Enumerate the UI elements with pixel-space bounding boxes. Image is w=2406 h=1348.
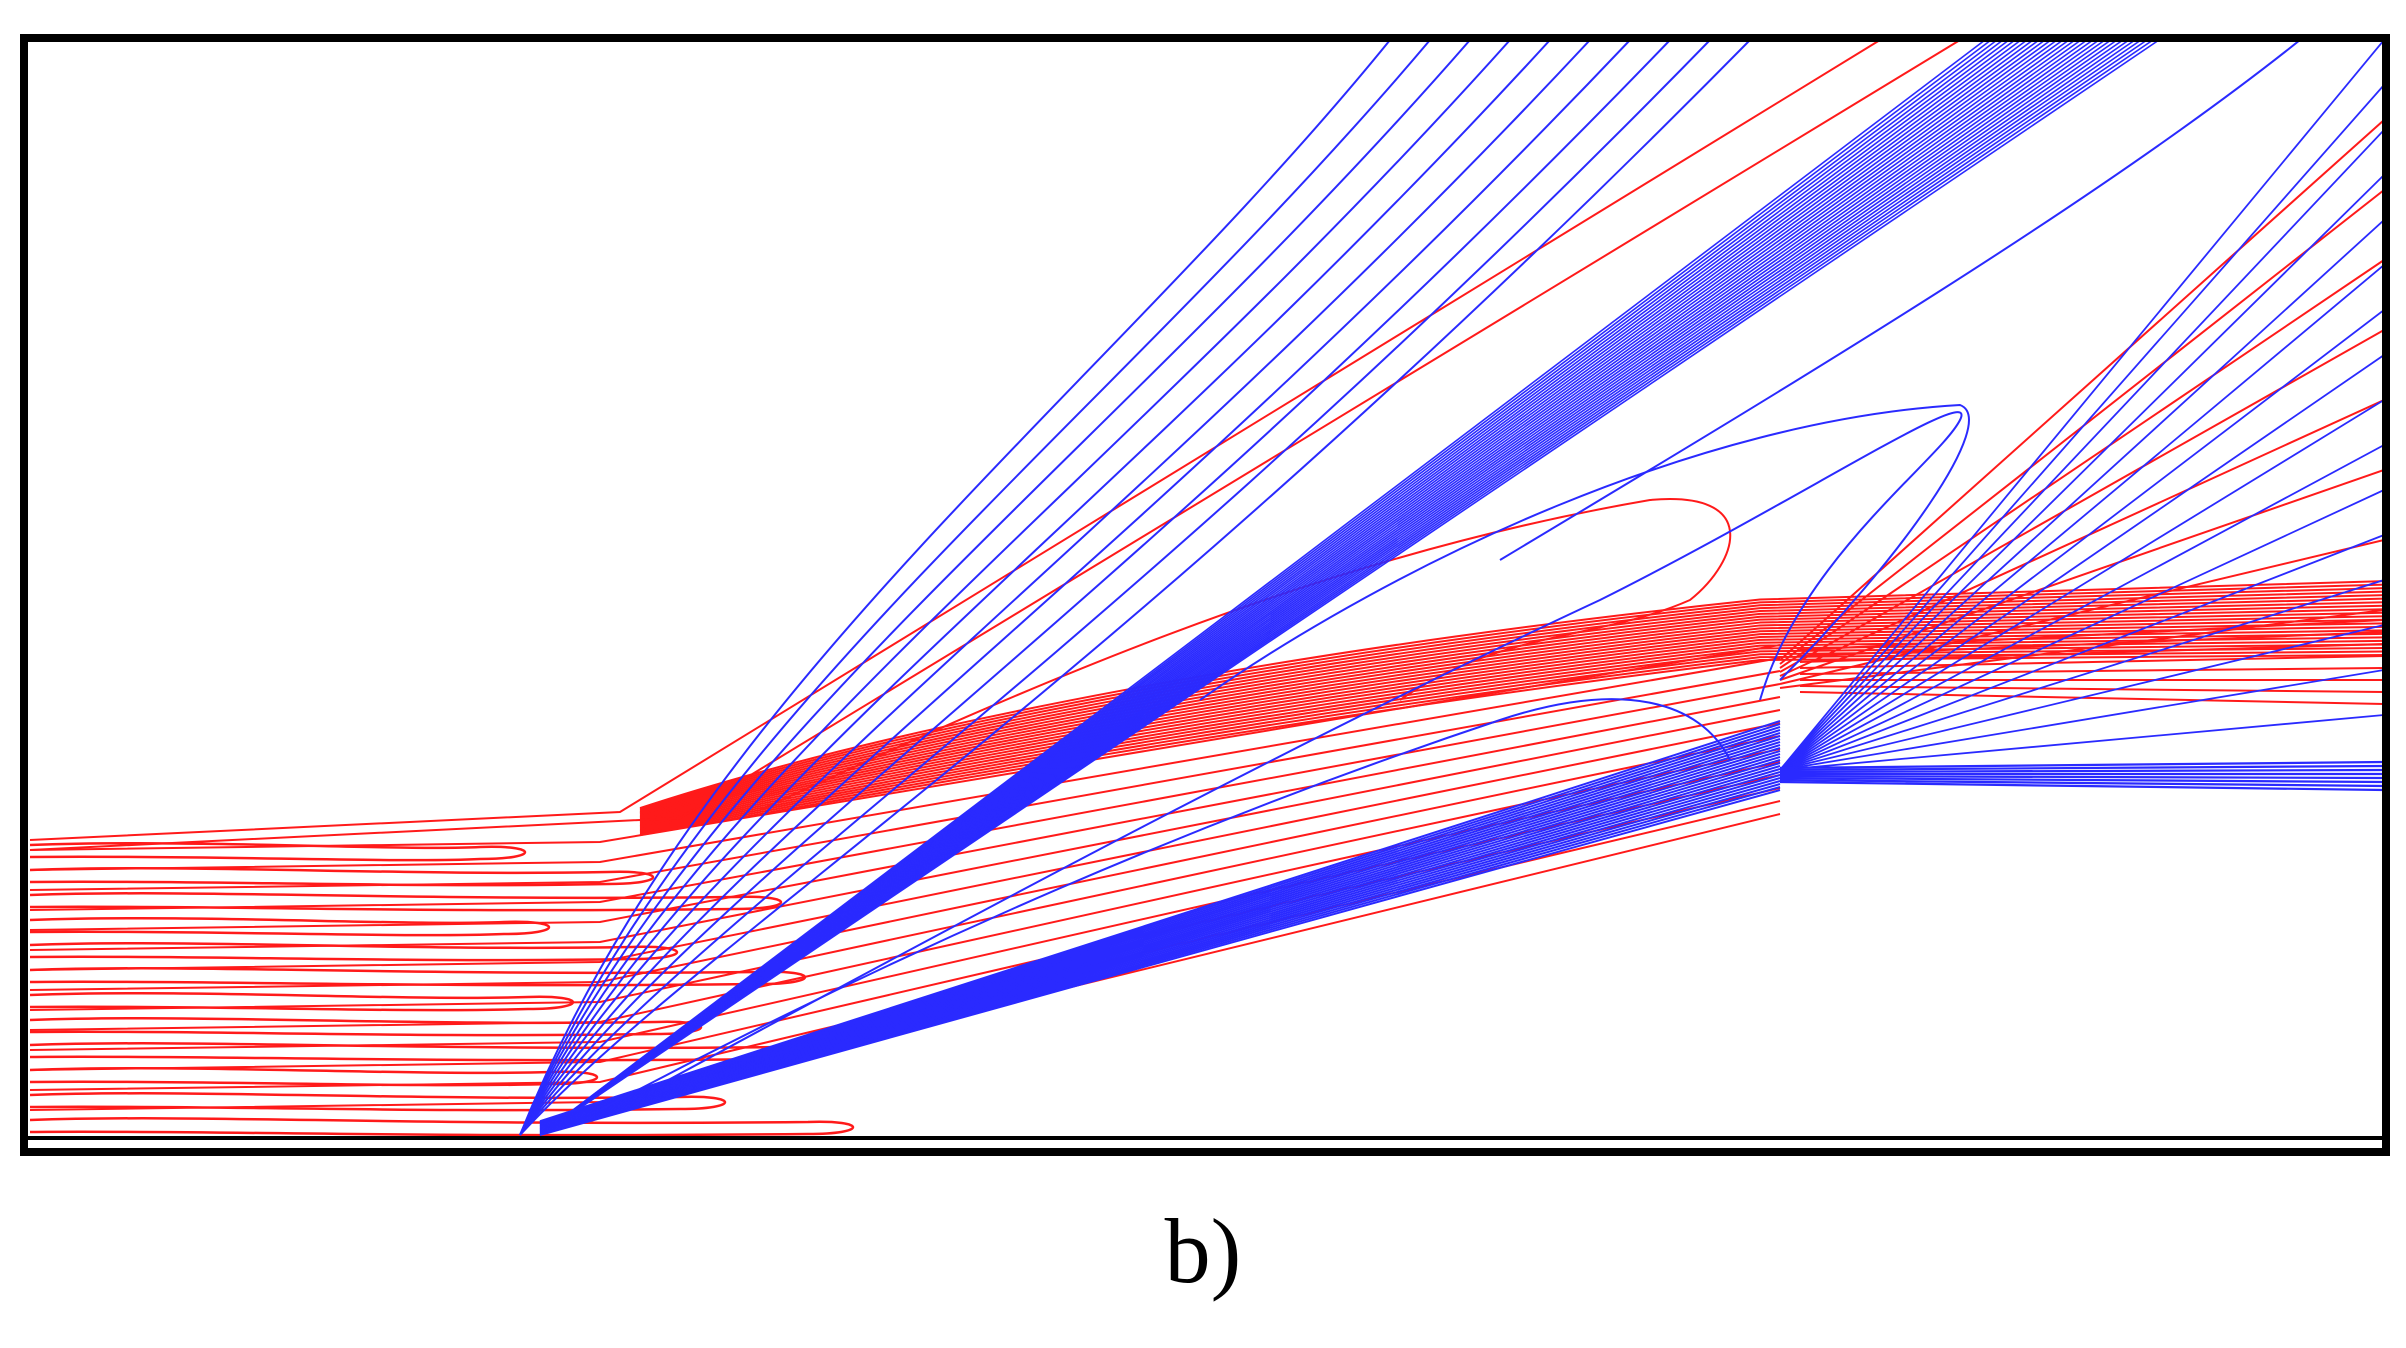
panel-label: b) bbox=[1164, 1200, 1242, 1302]
blue-contour-fan bbox=[519, 40, 1711, 1136]
red-contour-band bbox=[639, 632, 2384, 829]
blue-contour-reflected bbox=[1779, 534, 2384, 771]
blue-contour-reflected bbox=[1779, 624, 2384, 771]
blue-contour-reflected bbox=[1779, 579, 2384, 771]
red-contour-outer bbox=[29, 40, 1881, 841]
blue-contour-reflected bbox=[1779, 399, 2384, 771]
blue-contour-reflected bbox=[1779, 309, 2384, 771]
red-contour-lines bbox=[29, 40, 2384, 1137]
blue-contour-fan bbox=[519, 40, 1551, 1136]
red-contour-inflow bbox=[29, 1117, 855, 1137]
red-contour-outer bbox=[29, 40, 1961, 851]
blue-contour-downstream bbox=[1779, 764, 2384, 772]
red-contour-inflow bbox=[29, 917, 551, 937]
red-contour-line bbox=[29, 722, 1781, 971]
red-contour-inflow bbox=[29, 867, 655, 887]
blue-contour-reflected bbox=[1779, 174, 2384, 771]
blue-contour-downstream bbox=[1779, 760, 2384, 770]
blue-contour-reflected bbox=[1779, 354, 2384, 771]
blue-contour-reflected bbox=[1779, 489, 2384, 771]
red-contour-fan bbox=[1779, 609, 2384, 689]
red-contour-band bbox=[639, 636, 2384, 830]
red-contour-inflow bbox=[29, 842, 527, 862]
red-contour-downstream bbox=[1799, 655, 2384, 669]
red-contour-downstream bbox=[1799, 691, 2384, 705]
blue-contour-downstream bbox=[1779, 778, 2384, 788]
red-contour-inflow bbox=[29, 992, 575, 1012]
red-contour-bubble bbox=[759, 498, 1732, 811]
blue-contour-reflected bbox=[1779, 84, 2384, 771]
plot-frame bbox=[20, 34, 2390, 1156]
blue-contour-shock bbox=[539, 40, 2160, 1136]
red-contour-line bbox=[29, 683, 1781, 911]
red-contour-line bbox=[29, 657, 1781, 871]
red-contour-inflow bbox=[29, 892, 783, 912]
blue-contour-fan bbox=[519, 40, 1471, 1136]
red-contour-line bbox=[29, 670, 1781, 891]
blue-contour-wall bbox=[539, 720, 1781, 1123]
blue-contour-downstream bbox=[1779, 774, 2384, 780]
blue-contour-fan bbox=[519, 40, 1511, 1136]
blue-contour-reflected bbox=[1779, 714, 2384, 771]
red-contour-fan bbox=[1779, 259, 2384, 669]
blue-contour-downstream bbox=[1779, 780, 2384, 792]
blue-contour-downstream bbox=[1779, 776, 2384, 784]
red-contour-band bbox=[639, 646, 2384, 834]
red-contour-inflow bbox=[29, 942, 679, 962]
blue-contour-loop bbox=[1199, 403, 1970, 701]
blue-contour-reflected bbox=[1779, 264, 2384, 771]
blue-contour-reflected bbox=[1779, 669, 2384, 771]
red-contour-line bbox=[29, 748, 1781, 1011]
red-contour-fan bbox=[1779, 469, 2384, 681]
blue-contour-reflected bbox=[1779, 40, 2384, 771]
blue-contour-reflected bbox=[1779, 129, 2384, 771]
red-contour-inflow bbox=[29, 1092, 727, 1112]
red-contour-band bbox=[639, 654, 2384, 836]
blue-contour-fan bbox=[519, 40, 1431, 1136]
blue-contour-fan bbox=[519, 40, 1751, 1136]
blue-contour-lines bbox=[519, 40, 2384, 1136]
blue-contour-upper bbox=[1499, 40, 2301, 561]
red-contour-downstream bbox=[1799, 631, 2384, 657]
red-contour-line bbox=[29, 735, 1781, 991]
blue-contour-downstream bbox=[1779, 768, 2384, 774]
blue-contour-fan bbox=[519, 40, 1671, 1136]
red-contour-fan bbox=[1779, 539, 2384, 685]
blue-contour-reflected bbox=[1779, 444, 2384, 771]
red-contour-downstream bbox=[1799, 685, 2384, 693]
blue-contour-fan bbox=[519, 40, 1591, 1136]
red-contour-inflow bbox=[29, 1017, 703, 1037]
red-contour-line bbox=[29, 696, 1781, 931]
blue-contour-reflected bbox=[1779, 219, 2384, 771]
blue-contour-curve bbox=[649, 411, 1963, 1091]
red-contour-line bbox=[29, 709, 1781, 951]
red-contour-band bbox=[639, 639, 2384, 831]
red-contour-band bbox=[639, 643, 2384, 833]
red-contour-inflow bbox=[29, 1067, 599, 1087]
red-contour-fan bbox=[1779, 399, 2384, 677]
red-contour-downstream bbox=[1799, 643, 2384, 663]
blue-contour-fan bbox=[519, 40, 1391, 1136]
blue-contour-fan bbox=[519, 40, 1631, 1136]
